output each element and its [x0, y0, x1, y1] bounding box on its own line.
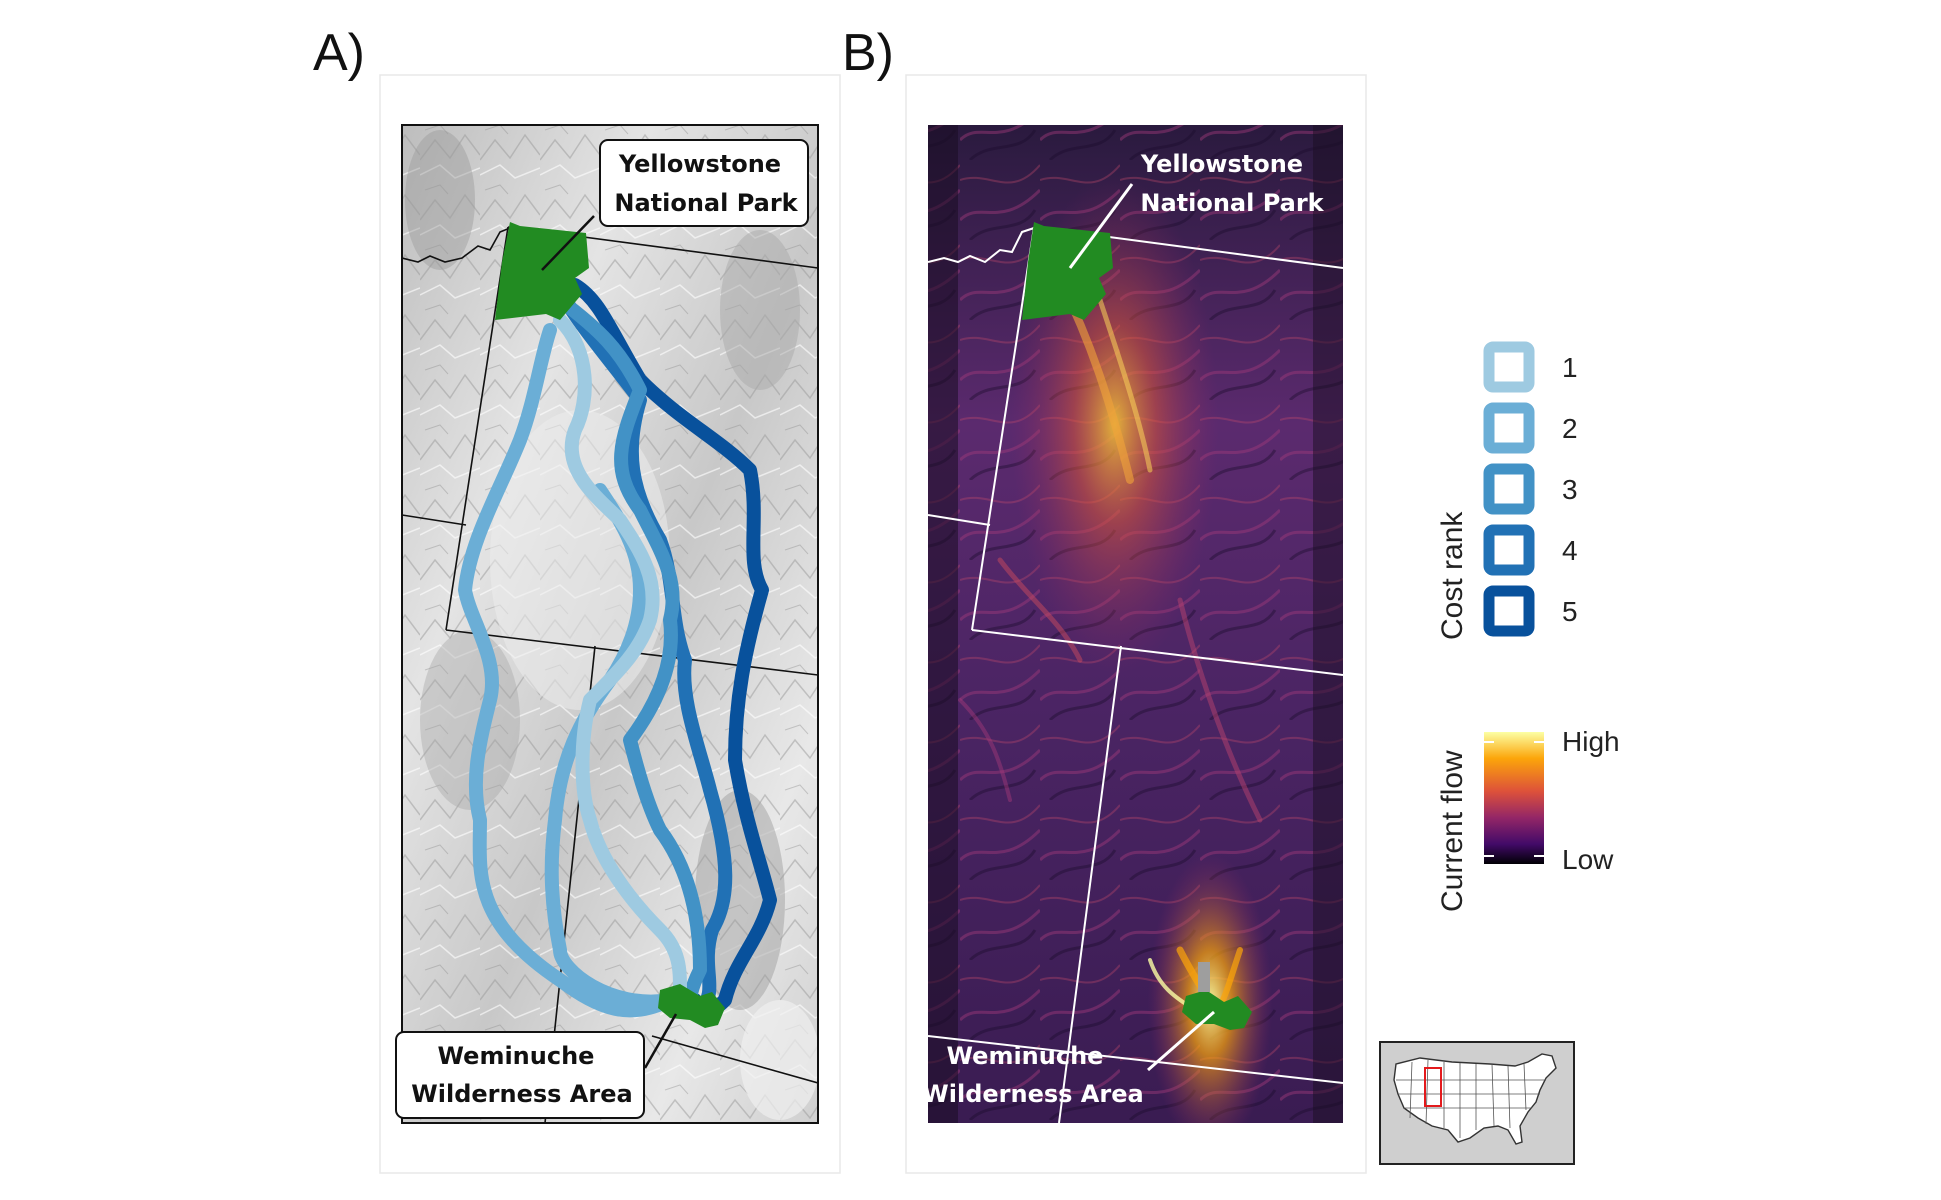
- legend-cost-swatch-3: [1483, 463, 1535, 515]
- svg-text:Weminuche: Weminuche: [438, 1042, 595, 1070]
- svg-text:Weminuche: Weminuche: [947, 1042, 1104, 1070]
- legend-cost-swatch-5: [1483, 585, 1535, 637]
- corridor-rank-1: [553, 313, 687, 997]
- yellowstone-polygon-b: [1022, 222, 1113, 320]
- callout-line-bottom: [643, 1013, 678, 1069]
- label-weminuche-b: Weminuche Wilderness Area: [922, 1042, 1143, 1108]
- svg-text:Yellowstone: Yellowstone: [1140, 150, 1303, 178]
- usa-locator-map-icon: [1379, 1041, 1575, 1165]
- flow-hotspot-south: [928, 125, 1343, 1123]
- corridors: [458, 278, 777, 1019]
- svg-text:National Park: National Park: [1140, 189, 1324, 217]
- legend-flow-colorbar: [1484, 732, 1544, 864]
- panel-a-map: [402, 125, 818, 1123]
- svg-text:Yellowstone: Yellowstone: [618, 150, 781, 178]
- legend-cost-label-5: 5: [1562, 596, 1578, 627]
- panel-b-map: [928, 125, 1343, 1123]
- callout-line-top: [541, 215, 595, 271]
- callout-line-top-b: [1068, 183, 1134, 269]
- panel-a-frame: [379, 74, 841, 1174]
- legend-cost-swatch-2: [1483, 402, 1535, 454]
- legend-cost-label-3: 3: [1562, 474, 1578, 505]
- panel-b-letter: B): [842, 24, 894, 82]
- terrain-ridge: [405, 130, 475, 270]
- panel-b-frame: [905, 74, 1367, 1174]
- weminuche-grey-patch: [1198, 962, 1210, 992]
- legend-cost-label-2: 2: [1562, 413, 1578, 444]
- usa-outline: [1393, 1053, 1557, 1145]
- panel-a-letter: A): [313, 24, 365, 82]
- svg-text:Wilderness Area: Wilderness Area: [411, 1080, 632, 1108]
- terrain-ridge: [740, 1000, 818, 1120]
- study-area-highlight: [1424, 1067, 1442, 1107]
- corridor-rank-3: [553, 293, 707, 1007]
- svg-text:National Park: National Park: [614, 189, 798, 217]
- legend-flow-low: Low: [1562, 844, 1614, 875]
- legend-cost-label-1: 1: [1562, 352, 1578, 383]
- corridor-rank-5: [568, 278, 777, 1019]
- state-boundaries-b: [928, 226, 1343, 1123]
- legend-flow-title: Current flow: [1436, 750, 1469, 912]
- label-yellowstone-b: Yellowstone National Park: [1140, 150, 1325, 217]
- legend-cost-swatch-4: [1483, 524, 1535, 576]
- terrain-ridge: [720, 230, 800, 390]
- legend-cost-swatch-1: [1483, 341, 1535, 393]
- panel-a-border: [401, 124, 819, 1124]
- callout-line-bottom-b: [1147, 1010, 1215, 1072]
- legend-current-flow: Current flow High Low: [1436, 726, 1620, 912]
- weminuche-polygon-b: [1182, 990, 1252, 1030]
- svg-text:Wilderness Area: Wilderness Area: [922, 1080, 1143, 1108]
- legend-cost-rank: Cost rank 1 2 3 4 5: [1436, 341, 1578, 640]
- legend-cost-title: Cost rank: [1436, 511, 1469, 640]
- legend-flow-high: High: [1562, 726, 1620, 757]
- label-weminuche-a: Weminuche Wilderness Area: [395, 1031, 645, 1119]
- legend-cost-label-4: 4: [1562, 535, 1578, 566]
- label-yellowstone-a: Yellowstone National Park: [599, 139, 809, 227]
